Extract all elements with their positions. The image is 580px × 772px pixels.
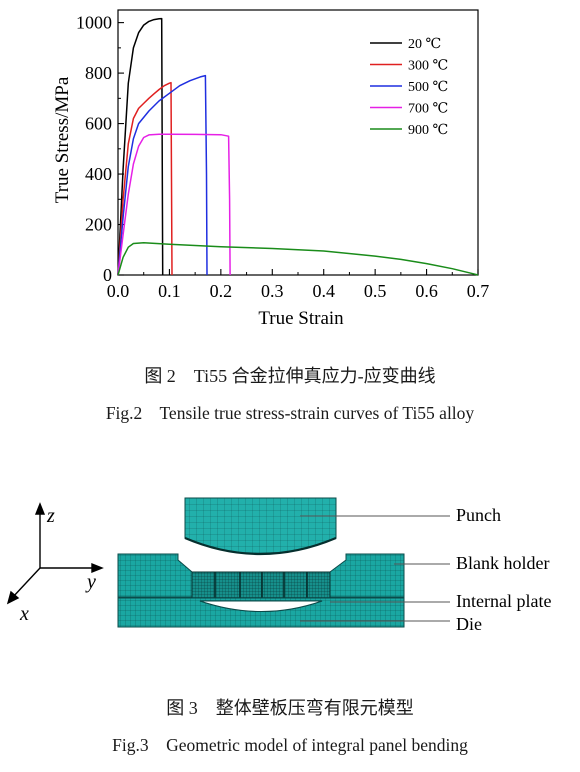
- x-axis-label: True Strain: [258, 308, 344, 329]
- x-tick-label: 0.4: [312, 281, 335, 301]
- legend: 20 ℃ 300 ℃ 500 ℃ 700 ℃ 900 ℃: [370, 37, 448, 138]
- y-tick-label: 600: [85, 114, 112, 134]
- curves: [117, 17, 479, 276]
- legend-label: 900 ℃: [408, 123, 448, 138]
- axis-z-label: z: [46, 505, 55, 527]
- fe-model-figure: z y x Punch Blank holder Internal plate …: [6, 497, 551, 634]
- x-tick-label: 0.7: [467, 281, 490, 301]
- punch-contact-edge: [184, 536, 337, 556]
- axis-ticks: 0.0 0.1 0.2 0.3 0.4 0.5 0.6 0.7 0 200 400 600 800 100…: [76, 13, 489, 301]
- y-tick-label: 0: [103, 265, 112, 285]
- x-tick-label: 0.5: [364, 281, 387, 301]
- series-line-3: [117, 133, 231, 276]
- leader-lines: [300, 515, 450, 622]
- internal-plate-mesh: [191, 571, 331, 599]
- blank-holder-right: [329, 553, 405, 598]
- axis-x-label: x: [19, 603, 29, 625]
- legend-label: 300 ℃: [408, 59, 448, 74]
- label-punch: Punch: [456, 505, 501, 525]
- label-blank-holder: Blank holder: [456, 553, 549, 573]
- coordinate-axes: [6, 502, 104, 605]
- y-axis-label: True Stress/MPa: [52, 76, 73, 203]
- series-line-4: [117, 241, 479, 276]
- blank-holder-left: [117, 553, 193, 598]
- y-tick-label: 200: [85, 215, 112, 235]
- die-cavity: [199, 600, 323, 612]
- x-tick-label: 0.2: [210, 281, 233, 301]
- legend-label: 20 ℃: [408, 37, 441, 52]
- y-tick-label: 400: [85, 164, 112, 184]
- legend-label: 700 ℃: [408, 102, 448, 117]
- figure3-caption-en: Fig.3 Geometric model of integral panel …: [112, 735, 468, 755]
- legend-label: 500 ℃: [408, 80, 448, 95]
- internal-plate-ribs: [214, 572, 308, 598]
- x-tick-label: 0.6: [415, 281, 438, 301]
- series-line-0: [117, 17, 164, 276]
- x-tick-label: 0.1: [158, 281, 181, 301]
- label-internal-plate: Internal plate: [456, 591, 551, 611]
- figure2-caption-en: Fig.2 Tensile true stress-strain curves …: [105, 403, 475, 423]
- y-tick-label: 1000: [76, 13, 112, 33]
- x-tick-label: 0.3: [261, 281, 284, 301]
- x-tick-label: 0.0: [107, 281, 130, 301]
- figure3-caption-cn: 图 3 整体壁板压弯有限元模型: [166, 698, 414, 718]
- series-line-1: [117, 81, 173, 276]
- series-line-2: [117, 74, 208, 276]
- label-die: Die: [456, 614, 482, 634]
- axis-y-label: y: [85, 571, 96, 593]
- stress-strain-chart: 0.0 0.1 0.2 0.3 0.4 0.5 0.6 0.7 0 200 400 600 800 100…: [52, 9, 489, 329]
- figure2-caption-cn: 图 2 Ti55 合金拉伸真应力-应变曲线: [144, 366, 436, 386]
- y-tick-label: 800: [85, 63, 112, 83]
